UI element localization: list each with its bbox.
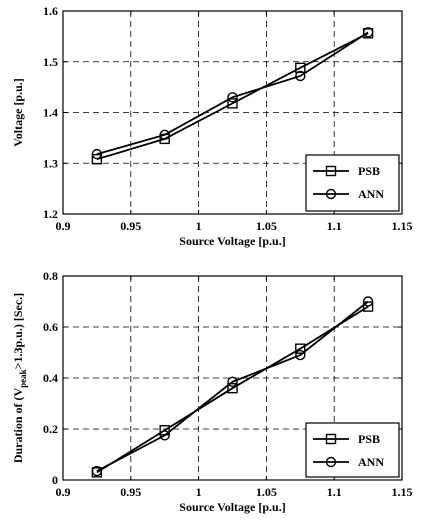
y-axis-label-subscript: peak xyxy=(18,369,28,388)
y-tick-label: 0.8 xyxy=(43,269,58,283)
legend-label-psb: PSB xyxy=(358,164,380,178)
ann-point xyxy=(362,27,374,38)
chart-1: 0.9 0.95 1 1.05 1.1 1.15 1.2 1.3 1.4 1.5 1.6 Source… xyxy=(11,4,413,248)
y-tick-label: 1.3 xyxy=(43,156,58,170)
y-tick-label: 0 xyxy=(52,473,58,487)
x-tick-label: 0.9 xyxy=(56,219,71,233)
legend-marker-ann xyxy=(325,188,337,200)
x-axis-label: Source Voltage [p.u.] xyxy=(179,500,285,514)
x-tick-label: 0.95 xyxy=(120,485,141,499)
ann-point xyxy=(362,296,374,307)
legend: PSB ANN xyxy=(305,422,400,478)
psb-point xyxy=(295,62,306,74)
y-axis-label: Voltage [p.u.] xyxy=(11,78,25,147)
x-tick-label: 0.9 xyxy=(56,485,71,499)
ann-point xyxy=(227,92,238,103)
ann-point xyxy=(295,349,306,361)
series-line-psb xyxy=(96,32,369,161)
legend-marker-ann xyxy=(325,456,337,468)
psb-point xyxy=(227,98,238,109)
legend-box xyxy=(305,154,400,212)
ann-point xyxy=(91,465,103,477)
series-ann xyxy=(91,296,374,477)
y-tick-label: 1.6 xyxy=(43,4,58,18)
y-tick-label: 1.4 xyxy=(43,106,58,120)
y-axis-label: Duration of (Vpeak>1.3p.u.) [Sec.] xyxy=(11,293,28,463)
x-axis-label: Source Voltage [p.u.] xyxy=(179,234,285,248)
y-tick-label: 0.4 xyxy=(43,371,58,385)
legend-marker-psb xyxy=(325,433,337,445)
legend-label-ann: ANN xyxy=(358,455,384,469)
x-tick-label: 1.05 xyxy=(256,485,277,499)
legend-label-ann: ANN xyxy=(358,187,384,201)
series-line-psb xyxy=(96,305,369,474)
y-axis-label-prefix: Duration of (V xyxy=(11,388,25,464)
x-tick-label: 1.1 xyxy=(327,485,342,499)
legend-label-psb: PSB xyxy=(358,432,380,446)
series-line-ann xyxy=(96,300,369,472)
psb-point xyxy=(295,343,306,354)
x-tick-label: 1.05 xyxy=(256,219,277,233)
chart-2: 0.9 0.95 1 1.05 1.1 1.15 0 0.2 0.4 0.6 0.8 Source V… xyxy=(11,269,413,514)
y-tick-label: 0.6 xyxy=(43,320,58,334)
series-line-ann xyxy=(96,31,369,155)
x-tick-label: 0.95 xyxy=(120,219,141,233)
legend-marker-psb xyxy=(325,165,337,177)
x-tick-label: 1.15 xyxy=(392,219,413,233)
x-tick-label: 1.15 xyxy=(392,485,413,499)
y-tick-label: 0.2 xyxy=(43,422,58,436)
y-axis-label-suffix: >1.3p.u.) [Sec.] xyxy=(11,293,25,370)
legend: PSB ANN xyxy=(305,154,400,212)
ann-point xyxy=(159,129,170,141)
ann-point xyxy=(91,148,103,160)
ann-point xyxy=(227,376,238,388)
ann-point xyxy=(159,430,170,441)
psb-point xyxy=(91,153,103,165)
y-tick-label: 1.2 xyxy=(43,207,58,221)
series-ann xyxy=(91,27,374,160)
x-tick-label: 1 xyxy=(196,219,202,233)
y-tick-label: 1.5 xyxy=(43,55,58,69)
ann-point xyxy=(295,70,306,82)
x-tick-label: 1.1 xyxy=(327,219,342,233)
x-tick-label: 1 xyxy=(196,485,202,499)
psb-point xyxy=(227,383,238,394)
legend-box xyxy=(305,422,400,478)
